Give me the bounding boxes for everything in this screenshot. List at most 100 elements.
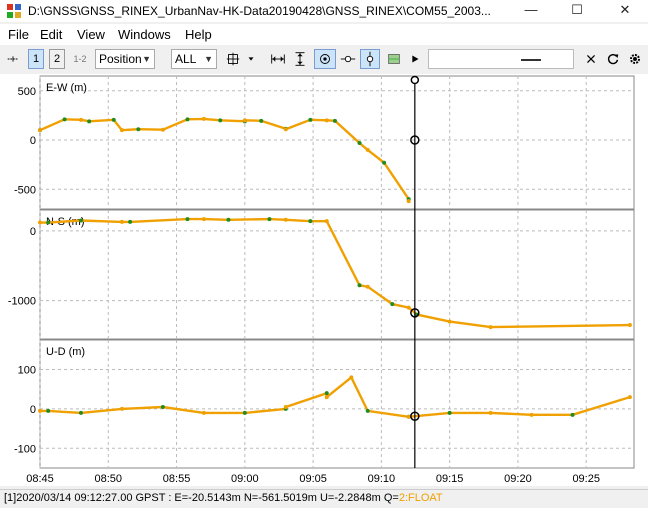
float-point bbox=[119, 128, 124, 133]
fit-horizontal-icon[interactable] bbox=[268, 49, 288, 69]
y-tick-label: -1000 bbox=[8, 296, 36, 308]
center-target-icon[interactable] bbox=[314, 49, 336, 69]
plot-1-2-button[interactable]: 1-2 bbox=[73, 54, 87, 64]
plot-type-select[interactable]: Position ▼ bbox=[95, 49, 155, 69]
play-icon[interactable] bbox=[406, 49, 424, 69]
menu-help[interactable]: Help bbox=[185, 27, 212, 42]
fix-point bbox=[78, 410, 83, 415]
rtkplot-app-icon bbox=[6, 3, 22, 19]
vertical-cursor-icon[interactable] bbox=[360, 49, 380, 69]
fix-point bbox=[570, 412, 575, 417]
float-point bbox=[324, 395, 329, 400]
fix-point bbox=[46, 220, 51, 225]
plot-2-button[interactable]: 2 bbox=[49, 49, 65, 69]
crosshair-icon[interactable] bbox=[224, 49, 242, 69]
float-point bbox=[38, 220, 42, 225]
y-tick-label: 0 bbox=[30, 226, 36, 238]
fix-point bbox=[218, 118, 223, 123]
y-tick-label: -500 bbox=[14, 184, 36, 196]
fix-point bbox=[357, 283, 362, 288]
plot-area[interactable]: 500 0 -500 0 -1000 100 0 -100 E-W (m) N-S (m) U-D… bbox=[0, 74, 648, 486]
float-point bbox=[160, 127, 165, 132]
trajectory-line bbox=[40, 217, 630, 329]
fix-point bbox=[226, 217, 231, 222]
menu-view[interactable]: View bbox=[77, 27, 105, 42]
grid-lines bbox=[39, 76, 634, 468]
float-point bbox=[406, 414, 411, 419]
trajectory-line bbox=[40, 375, 631, 419]
point-marker-icon[interactable] bbox=[338, 49, 358, 69]
float-point bbox=[283, 127, 288, 132]
float-point bbox=[38, 408, 42, 413]
fix-point bbox=[136, 127, 141, 132]
float-point bbox=[488, 410, 493, 415]
menu-file[interactable]: File bbox=[8, 27, 29, 42]
close-icon: ✕ bbox=[619, 2, 631, 17]
maximize-button[interactable]: ☐ bbox=[554, 0, 600, 22]
title-bar: D:\GNSS\GNSS_RINEX_UrbanNav-HK-Data20190… bbox=[0, 0, 648, 22]
menu-windows[interactable]: Windows bbox=[118, 27, 171, 42]
fix-point bbox=[267, 217, 272, 222]
float-point bbox=[119, 406, 124, 411]
close-button[interactable]: ✕ bbox=[602, 0, 648, 22]
fix-point bbox=[382, 160, 387, 165]
x-tick-label: 09:20 bbox=[504, 473, 532, 485]
x-tick-label: 09:00 bbox=[231, 473, 259, 485]
drag-handle-icon[interactable] bbox=[4, 49, 22, 69]
menu-edit[interactable]: Edit bbox=[40, 27, 63, 42]
y-tick-label: 0 bbox=[30, 135, 36, 147]
float-point bbox=[406, 305, 411, 310]
fix-point bbox=[447, 410, 452, 415]
fix-point bbox=[332, 118, 337, 123]
fix-point bbox=[357, 140, 362, 145]
x-tick-label: 09:15 bbox=[436, 473, 464, 485]
fit-vertical-icon[interactable] bbox=[290, 49, 310, 69]
status-bar: [1]2020/03/14 09:12:27.00 GPST : E=-20.5… bbox=[0, 489, 648, 508]
map-icon[interactable] bbox=[384, 49, 404, 69]
x-tick-label: 09:10 bbox=[368, 473, 396, 485]
float-point bbox=[324, 219, 329, 224]
satellite-select[interactable]: ALL ▼ bbox=[171, 49, 217, 69]
x-tick-label: 09:05 bbox=[299, 473, 327, 485]
float-point bbox=[283, 404, 288, 409]
plot-1-button[interactable]: 1 bbox=[28, 49, 44, 69]
x-tick-label: 08:50 bbox=[95, 473, 123, 485]
toolbar: 1 2 1-2 Position ▼ ALL ▼ bbox=[0, 46, 648, 72]
fix-point bbox=[62, 117, 67, 122]
fix-point bbox=[185, 217, 190, 222]
fix-point bbox=[308, 219, 313, 224]
reload-icon[interactable] bbox=[604, 49, 622, 69]
y-tick-labels: 500 0 -500 0 -1000 100 0 -100 bbox=[8, 86, 36, 456]
status-text: [1]2020/03/14 09:12:27.00 GPST : E=-20.5… bbox=[4, 492, 443, 504]
time-cursor[interactable] bbox=[410, 75, 420, 468]
settings-icon[interactable] bbox=[626, 49, 644, 69]
panel-ylabel: U-D (m) bbox=[46, 346, 85, 358]
solution-points bbox=[38, 116, 632, 419]
minimize-button[interactable]: — bbox=[508, 0, 554, 22]
x-tick-label: 08:45 bbox=[26, 473, 54, 485]
maximize-icon: ☐ bbox=[571, 2, 583, 17]
float-point bbox=[488, 325, 493, 330]
x-tick-labels: 08:45 08:50 08:55 09:00 09:05 09:10 09:15 09:20… bbox=[26, 473, 600, 485]
status-solution-info: [1]2020/03/14 09:12:27.00 GPST : E=-20.5… bbox=[4, 492, 399, 504]
crosshair-options-chevron-icon[interactable] bbox=[245, 49, 257, 69]
y-tick-label: 500 bbox=[18, 86, 36, 98]
fix-point bbox=[46, 408, 51, 413]
float-point bbox=[201, 410, 206, 415]
clear-icon[interactable] bbox=[582, 49, 600, 69]
fix-point bbox=[324, 391, 329, 396]
panel-frame bbox=[39, 209, 635, 340]
fix-point bbox=[259, 118, 264, 123]
menu-bar: File Edit View Windows Help bbox=[0, 24, 648, 45]
y-tick-label: 100 bbox=[18, 365, 36, 377]
time-input[interactable] bbox=[428, 49, 574, 69]
fix-point bbox=[242, 410, 247, 415]
float-point bbox=[119, 219, 124, 224]
float-point bbox=[324, 118, 329, 123]
cursor-handle[interactable] bbox=[410, 75, 420, 85]
y-tick-label: 0 bbox=[30, 404, 36, 416]
float-point bbox=[365, 284, 370, 289]
panel-frame bbox=[39, 339, 635, 469]
float-point bbox=[447, 319, 452, 324]
